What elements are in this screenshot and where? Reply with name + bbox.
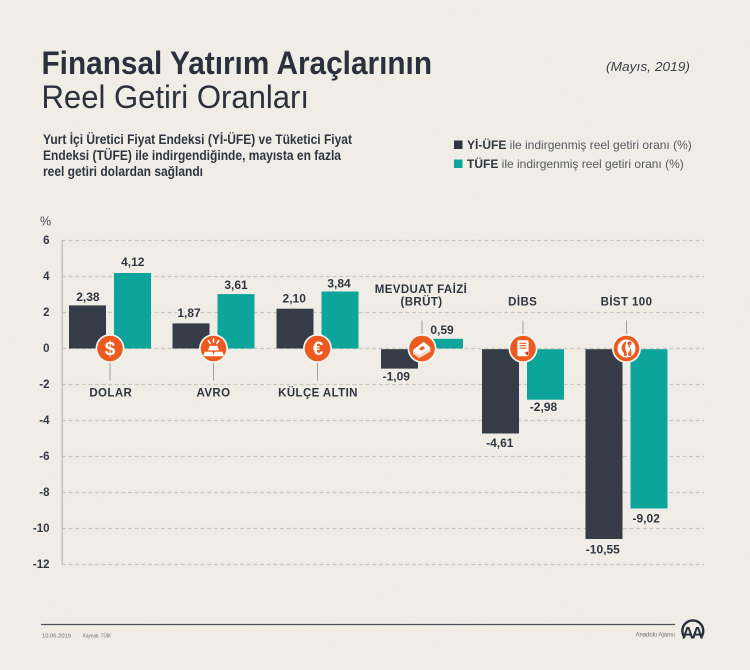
svg-text:-9,02: -9,02: [633, 511, 661, 525]
svg-text:€: €: [313, 339, 324, 360]
svg-text:-8: -8: [39, 487, 50, 499]
svg-text:2,10: 2,10: [283, 292, 307, 306]
svg-text:TÜFE ile indirgenmiş reel geti: TÜFE ile indirgenmiş reel getiri oranı (…: [467, 156, 684, 171]
svg-text:-2,98: -2,98: [530, 400, 558, 414]
svg-text:(Mayıs, 2019): (Mayıs, 2019): [606, 59, 690, 74]
svg-text:-4: -4: [39, 415, 50, 427]
svg-text:A: A: [691, 624, 703, 642]
svg-text:-4,61: -4,61: [486, 436, 514, 450]
svg-text:-1,09: -1,09: [383, 369, 411, 383]
svg-text:2,38: 2,38: [76, 290, 100, 304]
svg-text:Kaynak: TÜİK: Kaynak: TÜİK: [83, 632, 112, 639]
svg-text:2: 2: [43, 307, 49, 319]
svg-text:0,59: 0,59: [430, 323, 454, 337]
svg-text:0: 0: [43, 343, 49, 355]
svg-text:Endeksi (TÜFE) ile indirgendiğ: Endeksi (TÜFE) ile indirgendiğinde, mayı…: [43, 148, 341, 163]
svg-text:4,12: 4,12: [121, 255, 145, 269]
svg-text:%: %: [40, 215, 51, 229]
svg-text:4: 4: [43, 271, 50, 283]
svg-text:-2: -2: [39, 379, 49, 391]
svg-text:AVRO: AVRO: [197, 388, 231, 400]
svg-text:1,87: 1,87: [177, 306, 201, 320]
svg-text:Finansal Yatırım Araçlarının: Finansal Yatırım Araçlarının: [42, 45, 433, 81]
svg-text:BİST 100: BİST 100: [601, 295, 653, 308]
svg-text:DOLAR: DOLAR: [89, 388, 132, 400]
svg-text:Reel Getiri Oranları: Reel Getiri Oranları: [42, 79, 310, 115]
svg-text:6: 6: [43, 235, 49, 247]
svg-text:3,84: 3,84: [327, 277, 351, 291]
svg-text:Yİ-ÜFE ile indirgenmiş reel ge: Yİ-ÜFE ile indirgenmiş reel getiri oranı…: [467, 137, 692, 152]
svg-text:Yurt İçi Üretici Fiyat Endeksi: Yurt İçi Üretici Fiyat Endeksi (Yİ-ÜFE) …: [43, 132, 352, 147]
svg-text:-10: -10: [33, 523, 50, 535]
svg-text:3,61: 3,61: [224, 278, 248, 292]
svg-text:reel getiri dolardan sağlandı: reel getiri dolardan sağlandı: [43, 164, 203, 179]
svg-text:10.06.2019: 10.06.2019: [42, 633, 71, 639]
svg-text:MEVDUAT FAİZİ: MEVDUAT FAİZİ: [375, 283, 468, 296]
svg-text:-12: -12: [33, 559, 50, 571]
svg-text:(BRÜT): (BRÜT): [401, 295, 443, 308]
svg-text:A: A: [682, 624, 694, 642]
svg-text:KÜLÇE ALTIN: KÜLÇE ALTIN: [278, 387, 358, 400]
svg-text:$: $: [105, 339, 116, 360]
svg-text:Anadolu Ajansı: Anadolu Ajansı: [636, 632, 676, 639]
svg-text:DİBS: DİBS: [508, 295, 537, 308]
svg-text:-10,55: -10,55: [586, 542, 620, 556]
svg-text:-6: -6: [39, 451, 49, 463]
